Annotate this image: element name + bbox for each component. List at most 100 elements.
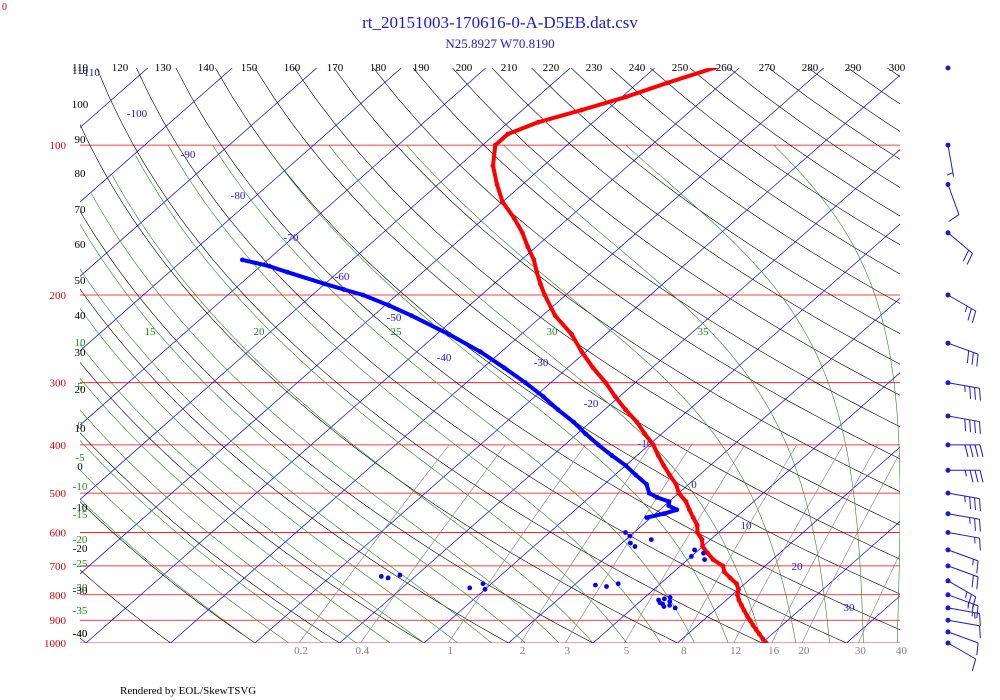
temperature-profile-point-5 xyxy=(747,617,753,623)
dewpoint-profile-point-51 xyxy=(322,281,328,287)
temperature-profile-point-22 xyxy=(690,515,696,520)
pressure-tick-700: 700 xyxy=(50,561,67,573)
dewpoint-profile-point-54 xyxy=(240,257,245,263)
dewpoint-profile-point-43 xyxy=(523,380,528,386)
isotherm-label-5: -60 xyxy=(335,271,350,283)
theta-e-left-label-10: -40 xyxy=(73,628,88,640)
wind-barb-1 xyxy=(945,629,979,656)
dry-adiabat-160 xyxy=(650,68,900,246)
isotherm-label-9: -20 xyxy=(584,398,599,410)
moist-adiabat-40 xyxy=(918,145,953,643)
theta-left-label-9: 20 xyxy=(75,384,87,396)
mixing-ratio-label-1: 0.4 xyxy=(356,645,370,657)
dry-adiabat-100 xyxy=(412,68,900,428)
isotherm-label-11: 0 xyxy=(691,479,697,491)
temperature-profile-point-36 xyxy=(590,365,596,371)
temperature-profile-point-3 xyxy=(753,627,759,632)
dewpoint-profile-point-39 xyxy=(583,431,588,437)
temperature-profile-line xyxy=(491,68,769,643)
dewpoint-profile-point-18 xyxy=(702,557,707,562)
wind-barb-15 xyxy=(945,340,979,367)
wind-barb-full-1-0 xyxy=(976,642,979,656)
wind-barb-staff-18 xyxy=(947,184,960,215)
wind-barb-half-19 xyxy=(947,172,954,176)
dewpoint-profile-point-44 xyxy=(501,365,507,371)
mixing-ratio-label-8: 16 xyxy=(768,645,780,657)
wind-barb-19 xyxy=(945,142,955,177)
moist-adiabat--32 xyxy=(80,440,323,643)
top-temp-tick-6: 170 xyxy=(327,62,344,74)
moist-adiabat-4 xyxy=(135,155,628,643)
dewpoint-profile-point-15 xyxy=(385,575,391,581)
temperature-profile-point-29 xyxy=(655,453,661,458)
theta-left-label-7: 40 xyxy=(75,310,87,322)
isotherm-label-8: -30 xyxy=(534,357,549,369)
dewpoint-profile-point-26 xyxy=(623,530,628,535)
moist-adiabat--40 xyxy=(80,498,256,643)
wind-barb-full-16-1 xyxy=(967,308,972,321)
wind-barb-7 xyxy=(945,547,979,574)
wind-barb-16 xyxy=(945,292,977,324)
theta-left-label-13: -20 xyxy=(73,543,88,555)
wind-barb-full-0-0 xyxy=(971,658,977,672)
top-temp-tick-5: 160 xyxy=(284,62,301,74)
wind-barb-full-10-2 xyxy=(969,496,972,510)
wind-barb-staff-6 xyxy=(947,565,979,578)
temperature-profile-point-52 xyxy=(535,119,541,125)
temperature-profile-point-13 xyxy=(727,575,733,581)
isotherm--80 xyxy=(80,68,571,500)
moist-adiabat-16 xyxy=(265,144,729,643)
wind-barb-full-11-0 xyxy=(979,470,984,483)
theta-left-label-15: -40 xyxy=(73,628,88,640)
top-temp-tick-7: 180 xyxy=(370,62,387,74)
isotherm-label-12: 10 xyxy=(741,520,753,532)
dewpoint-profile-point-33 xyxy=(646,490,652,496)
temperature-profile-point-57 xyxy=(759,50,764,55)
wind-barb-staff-0 xyxy=(947,642,976,660)
moist-adiabat--12 xyxy=(80,268,492,643)
wind-barb-full-11-1 xyxy=(974,470,979,483)
top-temp-tick-1: 120 xyxy=(112,62,129,74)
wind-barb-staff-17 xyxy=(947,232,973,254)
dry-adiabat-50 xyxy=(215,68,900,595)
moist-adiabat--24 xyxy=(80,377,391,643)
theta-e-left-label-3: -5 xyxy=(75,452,85,464)
wind-barb-staff-16 xyxy=(947,294,976,312)
temperature-profile-point-44 xyxy=(525,244,531,250)
dry-adiabat-10 xyxy=(80,123,678,643)
dewpoint-profile-point-52 xyxy=(285,269,290,275)
series-layer xyxy=(240,50,769,643)
wind-barb-staff-10 xyxy=(947,492,980,500)
mixing-ratio-label-6: 8 xyxy=(681,645,687,657)
footer-credit: Rendered by EOL/SkewTSVG xyxy=(120,685,256,697)
dry-adiabat--60 xyxy=(80,637,87,643)
dewpoint-profile-point-36 xyxy=(623,463,629,468)
dry-adiabat-20 xyxy=(96,68,763,643)
theta-left-label-11: 0 xyxy=(77,461,83,473)
mixing-ratio-20 xyxy=(801,452,900,643)
isotherm-10 xyxy=(677,446,900,643)
temperature-profile-point-23 xyxy=(687,507,692,513)
dry-adiabat-40 xyxy=(175,68,900,631)
pressure-tick-800: 800 xyxy=(50,590,67,602)
wind-barb-full-18-0 xyxy=(948,214,960,222)
temperature-profile-point-30 xyxy=(650,442,656,448)
dry-adiabat-80 xyxy=(333,68,900,492)
temperature-profile-point-11 xyxy=(736,586,741,592)
temperature-profile-point-43 xyxy=(531,257,537,263)
mixing-ratio-label-2: 1 xyxy=(448,645,454,657)
isotherm--30 xyxy=(339,149,900,643)
wind-barb-full-5-0 xyxy=(971,596,977,609)
dewpoint-profile-point-20 xyxy=(701,550,706,556)
wind-barb-full-2-0 xyxy=(979,625,981,639)
temperature-profile-point-4 xyxy=(750,622,756,628)
wind-barb-0 xyxy=(945,640,977,672)
wind-barb-full-12-0 xyxy=(979,444,984,458)
dry-adiabat-60 xyxy=(254,68,900,560)
top-temp-tick-10: 210 xyxy=(501,62,518,74)
dewpoint-profile-point-31 xyxy=(666,499,672,504)
wind-barb-13 xyxy=(945,413,981,434)
theta-e-top-label-0: 15 xyxy=(145,326,157,338)
wind-barb-11 xyxy=(945,467,984,483)
theta-left-label-1: 100 xyxy=(72,99,89,111)
